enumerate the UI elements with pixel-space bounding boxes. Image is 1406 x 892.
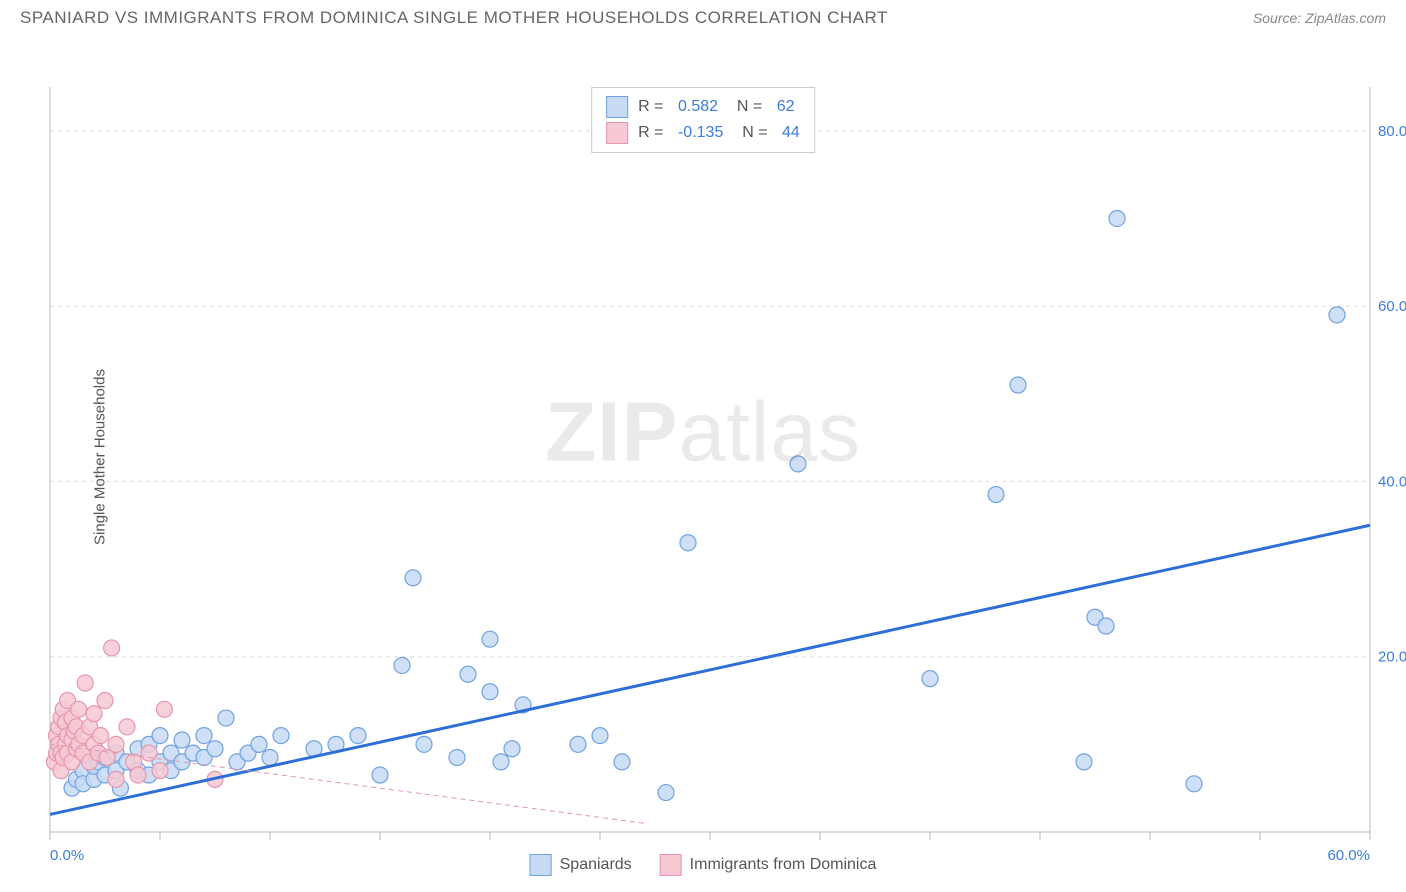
header-bar: SPANIARD VS IMMIGRANTS FROM DOMINICA SIN… — [0, 0, 1406, 32]
stat-n-value: 62 — [777, 98, 795, 116]
stat-r-value: -0.135 — [678, 124, 723, 142]
svg-text:0.0%: 0.0% — [50, 847, 84, 864]
legend-item: Spaniards — [530, 854, 632, 876]
stat-r-value: 0.582 — [678, 98, 718, 116]
legend-item: Immigrants from Dominica — [660, 854, 877, 876]
stat-r-label: R = — [638, 98, 668, 116]
stat-n-value: 44 — [782, 124, 800, 142]
page-title: SPANIARD VS IMMIGRANTS FROM DOMINICA SIN… — [20, 8, 888, 28]
y-axis-label: Single Mother Households — [91, 369, 108, 545]
stat-n-label: N = — [728, 98, 767, 116]
stat-row: R = 0.582 N = 62 — [606, 94, 800, 120]
stat-n-label: N = — [733, 124, 772, 142]
svg-text:80.0%: 80.0% — [1378, 123, 1406, 140]
stat-row: R = -0.135 N = 44 — [606, 120, 800, 146]
legend-label: Immigrants from Dominica — [690, 856, 877, 874]
scatter-plot: 0.0% 60.0% 20.0% 40.0% 60.0% 80.0% — [0, 32, 1406, 882]
correlation-stats-legend: R = 0.582 N = 62R = -0.135 N = 44 — [591, 87, 815, 153]
source-label: Source: ZipAtlas.com — [1253, 10, 1386, 26]
stat-swatch-icon — [606, 96, 628, 118]
legend-label: Spaniards — [560, 856, 632, 874]
svg-text:40.0%: 40.0% — [1378, 473, 1406, 490]
legend-swatch-icon — [660, 854, 682, 876]
svg-text:60.0%: 60.0% — [1327, 847, 1370, 864]
series-legend: Spaniards Immigrants from Dominica — [530, 854, 877, 876]
svg-text:20.0%: 20.0% — [1378, 649, 1406, 666]
stat-r-label: R = — [638, 124, 668, 142]
chart-container: Single Mother Households ZIPatlas 0.0%60… — [0, 32, 1406, 882]
stat-swatch-icon — [606, 122, 628, 144]
svg-text:60.0%: 60.0% — [1378, 298, 1406, 315]
legend-swatch-icon — [530, 854, 552, 876]
